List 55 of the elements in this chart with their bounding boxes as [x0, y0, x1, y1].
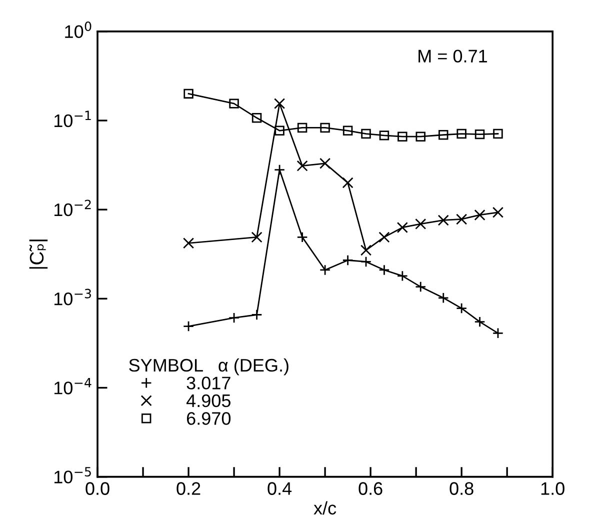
point [297, 122, 308, 133]
x-tick-label: 0.4 [268, 482, 292, 495]
x-tick-label: 0.0 [86, 482, 110, 495]
legend-label: 3.017 [186, 376, 230, 390]
x-tick-label: 0.6 [358, 482, 382, 495]
point [415, 281, 426, 292]
point [342, 126, 353, 136]
y-tick-label: 10$^{0}$ [65, 22, 92, 38]
point [274, 126, 284, 136]
point [320, 122, 330, 133]
x-tick-label: 1.0 [541, 482, 564, 495]
x-axis-title: x/c [314, 501, 336, 515]
point [184, 88, 194, 99]
point [474, 209, 486, 221]
point [438, 292, 449, 304]
point [396, 270, 408, 282]
point [396, 222, 408, 234]
y-tick-label: 10$^{−5}$ [54, 467, 91, 484]
legend-title: SYMBOL α (DEG.) [129, 358, 288, 376]
x-tick-label: 0.2 [176, 482, 200, 495]
point [319, 264, 331, 276]
point [438, 130, 448, 140]
point [415, 218, 426, 230]
point [182, 238, 194, 249]
point [342, 177, 354, 188]
point [456, 302, 468, 314]
point [274, 98, 286, 110]
y-axis-title: |C̃ₚ| [29, 240, 48, 269]
y-tick-label: 10$^{−4}$ [54, 378, 92, 394]
y-tick-label: 10$^{−3}$ [54, 288, 91, 306]
point [361, 128, 371, 139]
legend-label: 4.905 [186, 394, 230, 408]
annotation: M = 0.71 [418, 50, 487, 63]
point [379, 130, 390, 140]
point [416, 132, 426, 142]
point [252, 113, 262, 123]
y-tick-label: 10$^{−1}$ [54, 110, 91, 128]
point [182, 320, 194, 332]
point [492, 206, 504, 218]
legend-label: 6.970 [186, 412, 231, 425]
point [360, 244, 372, 256]
point [378, 232, 390, 243]
point [319, 158, 331, 169]
x-tick-label: 0.8 [450, 482, 474, 495]
point [229, 98, 239, 108]
point [456, 214, 468, 225]
point [493, 128, 503, 139]
point [492, 328, 504, 339]
point [296, 160, 308, 172]
point [474, 129, 485, 140]
y-tick-label: 10$^{−2}$ [54, 200, 91, 216]
point [438, 214, 449, 226]
point [398, 132, 408, 142]
point [251, 232, 262, 243]
point [456, 128, 466, 139]
